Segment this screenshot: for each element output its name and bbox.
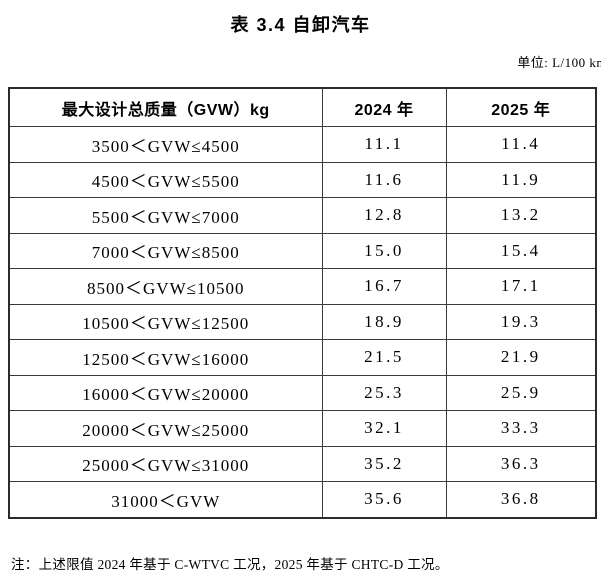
value-2024-cell: 11.6 bbox=[321, 161, 447, 198]
gvw-range-cell: 5500＜GVW≤7000 bbox=[8, 197, 323, 234]
footnote: 注：上述限值 2024 年基于 C-WTVC 工况，2025 年基于 CHTC-… bbox=[11, 557, 449, 572]
gvw-range-cell: 20000＜GVW≤25000 bbox=[8, 410, 323, 447]
value-2025-cell: 11.9 bbox=[445, 161, 597, 198]
table-row: 10500＜GVW≤12500 18.9 19.3 bbox=[8, 303, 597, 340]
value-2025-cell: 25.9 bbox=[445, 374, 597, 411]
gvw-range-cell: 8500＜GVW≤10500 bbox=[8, 268, 323, 305]
value-2024-cell: 15.0 bbox=[321, 232, 447, 269]
gvw-range-cell: 10500＜GVW≤12500 bbox=[8, 303, 323, 340]
table-header-row: 最大设计总质量（GVW）kg 2024 年 2025 年 bbox=[8, 87, 597, 127]
unit-label: 单位: L/100 km bbox=[517, 55, 601, 70]
gvw-range-cell: 31000＜GVW bbox=[8, 481, 323, 518]
gvw-range-cell: 25000＜GVW≤31000 bbox=[8, 445, 323, 482]
gvw-range-cell: 7000＜GVW≤8500 bbox=[8, 232, 323, 269]
value-2024-cell: 35.6 bbox=[321, 481, 447, 518]
gvw-range-cell: 3500＜GVW≤4500 bbox=[8, 126, 323, 163]
table-row: 25000＜GVW≤31000 35.2 36.3 bbox=[8, 445, 597, 482]
value-2025-cell: 21.9 bbox=[445, 339, 597, 376]
value-2024-cell: 35.2 bbox=[321, 445, 447, 482]
value-2024-cell: 16.7 bbox=[321, 268, 447, 305]
col-header-2025: 2025 年 bbox=[445, 87, 597, 127]
value-2024-cell: 25.3 bbox=[321, 374, 447, 411]
table-row: 8500＜GVW≤10500 16.7 17.1 bbox=[8, 268, 597, 305]
gvw-range-cell: 16000＜GVW≤20000 bbox=[8, 374, 323, 411]
value-2025-cell: 33.3 bbox=[445, 410, 597, 447]
col-header-2024: 2024 年 bbox=[321, 87, 447, 127]
value-2024-cell: 11.1 bbox=[321, 126, 447, 163]
value-2025-cell: 17.1 bbox=[445, 268, 597, 305]
table-row: 31000＜GVW 35.6 36.8 bbox=[8, 481, 597, 518]
value-2025-cell: 36.8 bbox=[445, 481, 597, 518]
page-title: 表 3.4 自卸汽车 bbox=[230, 15, 371, 35]
table-row: 7000＜GVW≤8500 15.0 15.4 bbox=[8, 232, 597, 269]
table-row: 12500＜GVW≤16000 21.5 21.9 bbox=[8, 339, 597, 376]
table-row: 5500＜GVW≤7000 12.8 13.2 bbox=[8, 197, 597, 234]
table-row: 4500＜GVW≤5500 11.6 11.9 bbox=[8, 161, 597, 198]
gvw-range-cell: 4500＜GVW≤5500 bbox=[8, 161, 323, 198]
table-row: 3500＜GVW≤4500 11.1 11.4 bbox=[8, 126, 597, 163]
value-2024-cell: 32.1 bbox=[321, 410, 447, 447]
value-2025-cell: 13.2 bbox=[445, 197, 597, 234]
value-2024-cell: 12.8 bbox=[321, 197, 447, 234]
fuel-consumption-limits-table: 最大设计总质量（GVW）kg 2024 年 2025 年 3500＜GVW≤45… bbox=[8, 87, 597, 519]
table-row: 20000＜GVW≤25000 32.1 33.3 bbox=[8, 410, 597, 447]
gvw-range-cell: 12500＜GVW≤16000 bbox=[8, 339, 323, 376]
value-2024-cell: 18.9 bbox=[321, 303, 447, 340]
value-2025-cell: 19.3 bbox=[445, 303, 597, 340]
col-header-gvw: 最大设计总质量（GVW）kg bbox=[8, 87, 323, 127]
value-2025-cell: 36.3 bbox=[445, 445, 597, 482]
value-2025-cell: 11.4 bbox=[445, 126, 597, 163]
value-2025-cell: 15.4 bbox=[445, 232, 597, 269]
value-2024-cell: 21.5 bbox=[321, 339, 447, 376]
table-row: 16000＜GVW≤20000 25.3 25.9 bbox=[8, 374, 597, 411]
